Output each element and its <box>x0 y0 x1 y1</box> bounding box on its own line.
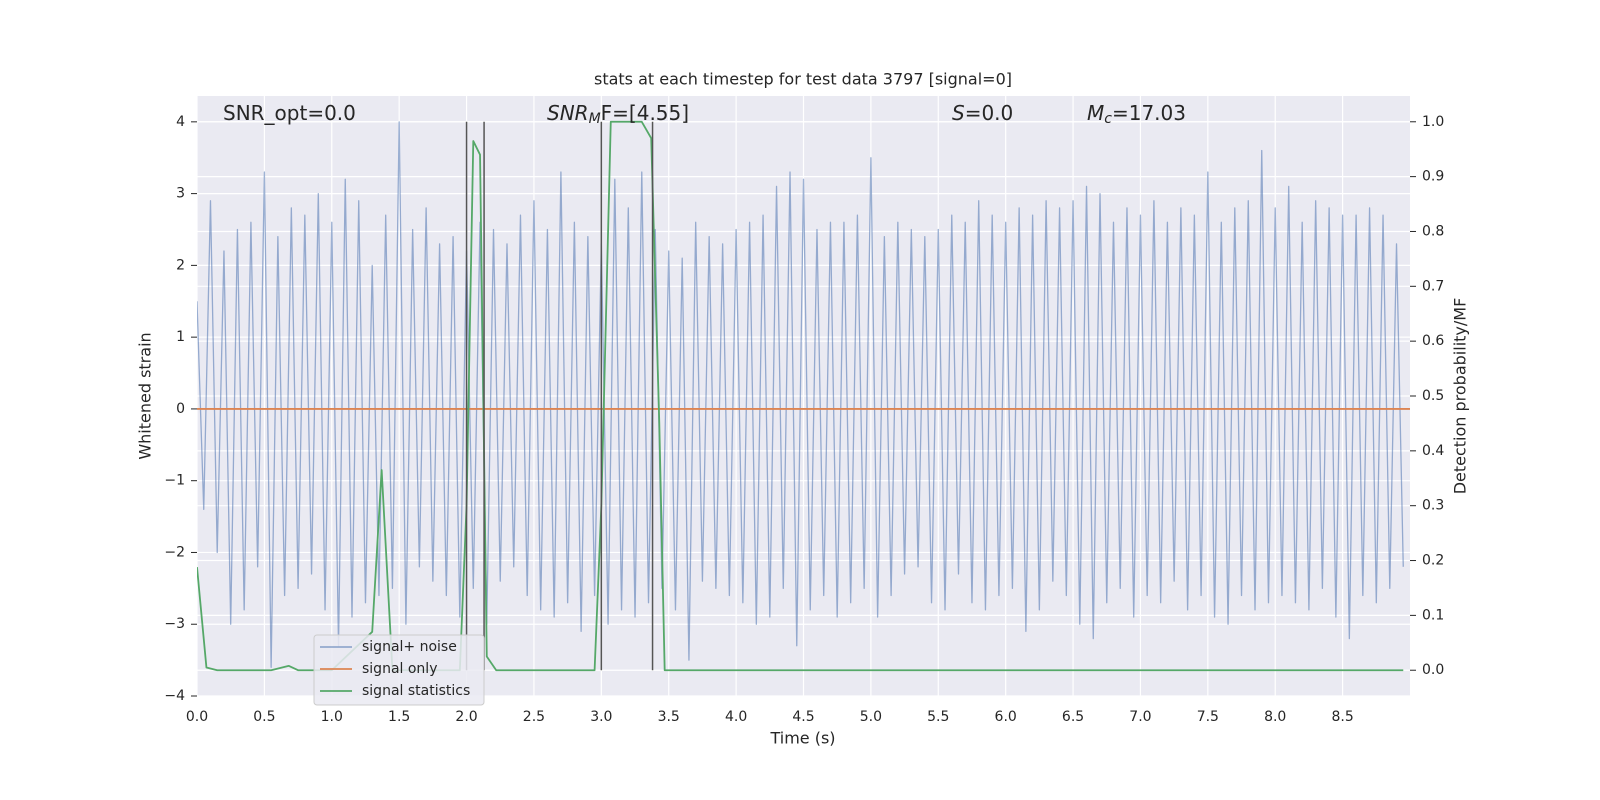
x-tick-label: 1.0 <box>321 709 343 725</box>
y2-tick-label: 0.4 <box>1422 443 1444 459</box>
x-tick-label: 6.0 <box>995 709 1017 725</box>
x-tick-label: 8.0 <box>1264 709 1286 725</box>
marks <box>197 120 1410 672</box>
y2-tick-label: 0.6 <box>1422 333 1444 349</box>
y-tick-label: −4 <box>164 688 185 704</box>
y-tick-label: 2 <box>176 257 185 273</box>
y2-tick-label: 1.0 <box>1422 114 1444 130</box>
y2-tick-label: 0.1 <box>1422 607 1444 623</box>
legend-label: signal only <box>362 661 437 677</box>
annotation-part: F=[4.55] <box>601 101 689 125</box>
y2-tick-label: 0.3 <box>1422 498 1444 514</box>
legend-label: signal+ noise <box>362 639 457 655</box>
series-line <box>197 121 1404 668</box>
y2-tick-label: 0.0 <box>1422 662 1444 678</box>
x-tick-label: 0.0 <box>186 709 208 725</box>
x-tick-label: 7.5 <box>1197 709 1219 725</box>
labels: 0.0 0.5 1.0 1.5 2.0 2.5 3.0 3.5 4.0 4.5 5.0 5.5 6.0 6… <box>164 101 1444 726</box>
y2-tick-label: 0.7 <box>1422 278 1444 294</box>
annotation: SNR_opt=0.0 <box>223 101 356 125</box>
legend: signal+ noise signal only signal statistic… <box>313 634 485 706</box>
annotation-part: =0.0 <box>965 101 1014 125</box>
annotation-part: =17.03 <box>1112 101 1186 125</box>
y-tick-label: 4 <box>176 114 185 130</box>
x-tick-label: 5.0 <box>860 709 882 725</box>
annotation: Mc=17.03 <box>1087 101 1186 128</box>
x-tick-label: 4.5 <box>792 709 814 725</box>
legend-label: signal statistics <box>362 683 470 699</box>
y-tick-label: −3 <box>164 616 185 632</box>
annotation-part: M <box>589 111 601 127</box>
y2-tick-label: 0.5 <box>1422 388 1444 404</box>
legend-box <box>313 634 485 706</box>
annotation-part: SNR_opt=0.0 <box>223 101 356 125</box>
annotation-part: S <box>952 101 965 125</box>
y-tick-label: 3 <box>176 186 185 202</box>
y-tick-label: 1 <box>176 329 185 345</box>
y-tick-label: 0 <box>176 401 185 417</box>
annotation: SNRMF=[4.55] <box>547 101 689 128</box>
y-tick-label: −1 <box>164 473 185 489</box>
x-tick-label: 3.5 <box>658 709 680 725</box>
x-tick-label: 2.0 <box>455 709 477 725</box>
x-axis-label: Time (s) <box>769 729 835 748</box>
annotation-part: c <box>1104 111 1112 127</box>
x-tick-label: 3.0 <box>590 709 612 725</box>
series-line <box>197 120 1404 672</box>
x-tick-label: 2.5 <box>523 709 545 725</box>
x-tick-label: 8.5 <box>1331 709 1353 725</box>
annotation: S=0.0 <box>952 101 1013 125</box>
y2-tick-label: 0.2 <box>1422 553 1444 569</box>
x-tick-label: 5.5 <box>927 709 949 725</box>
chart-title: stats at each timestep for test data 379… <box>594 70 1012 89</box>
y-tick-label: −2 <box>164 544 185 560</box>
x-tick-label: 4.0 <box>725 709 747 725</box>
annotation-part: M <box>1087 101 1104 125</box>
y2-axis-label: Detection probability/MF <box>1451 298 1470 495</box>
y2-tick-label: 0.8 <box>1422 223 1444 239</box>
y-axis-label: Whitened strain <box>136 332 155 459</box>
x-tick-label: 6.5 <box>1062 709 1084 725</box>
x-tick-label: 0.5 <box>253 709 275 725</box>
x-tick-label: 1.5 <box>388 709 410 725</box>
x-tick-label: 7.0 <box>1129 709 1151 725</box>
y2-tick-label: 0.9 <box>1422 169 1444 185</box>
annotation-part: SNR <box>547 101 589 125</box>
